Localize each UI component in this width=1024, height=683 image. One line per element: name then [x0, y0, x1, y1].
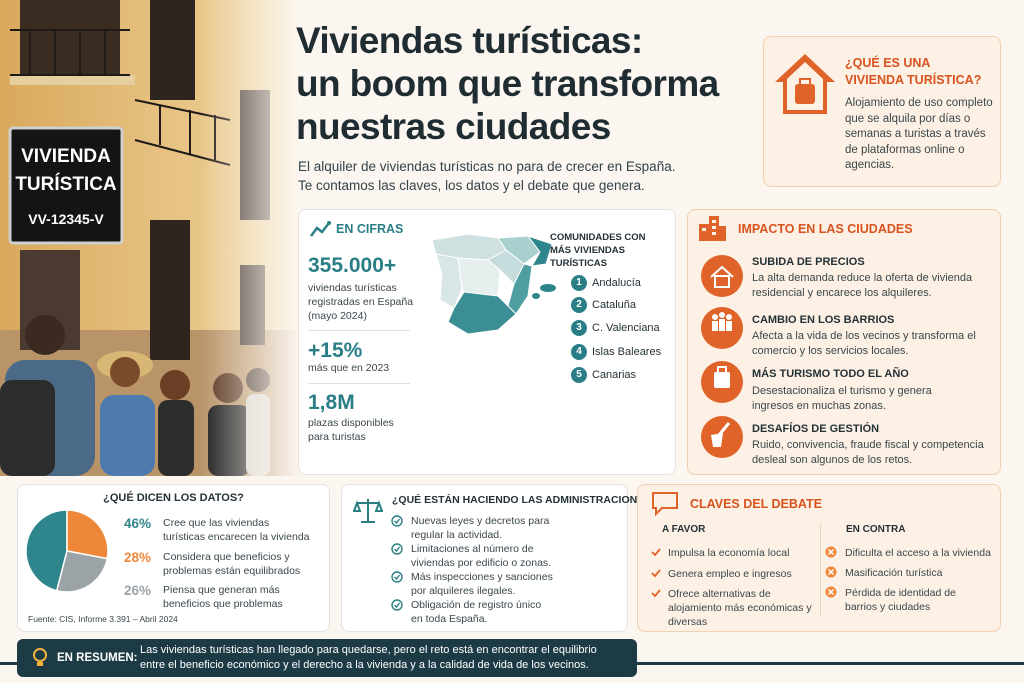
community-name: Andalucía: [592, 277, 641, 289]
pie-slice: [66, 509, 109, 560]
title-line: Viviendas turísticas:: [296, 20, 643, 61]
admin-panel: [341, 484, 628, 632]
stat-text: viviendas turísticas registradas en Espa…: [308, 282, 414, 322]
separator: [308, 383, 410, 384]
rank-badge: 2: [571, 297, 587, 313]
title: Viviendas turísticas: un boom que transf…: [296, 19, 719, 148]
survey-text: Piensa que generan más beneficios que pr…: [163, 584, 283, 610]
stat-text: más que en 2023: [308, 362, 390, 374]
community-name: C. Valenciana: [592, 322, 660, 334]
admin-item: Obligación de registro único en toda Esp…: [411, 599, 542, 625]
sign-code: VV-12345-V: [28, 211, 104, 227]
impact-item-title: CAMBIO EN LOS BARRIOS: [752, 314, 895, 326]
stat-value: 1,8M: [308, 391, 355, 414]
communities-title: COMUNIDADES CON MÁS VIVIENDAS TURÍSTICAS: [550, 232, 646, 269]
admin-title: ¿QUÉ ESTÁN HACIENDO LAS ADMINISTRACIONES…: [392, 494, 658, 506]
con-item: Pérdida de identidad de barrios y ciudad…: [845, 587, 956, 613]
impact-item-text: Ruido, convivencia, fraude fiscal y comp…: [752, 439, 984, 466]
bulb-icon: [33, 648, 47, 666]
survey-title: ¿QUÉ DICEN LOS DATOS?: [103, 492, 244, 504]
pct-label: 46%: [124, 516, 152, 531]
sign-text: TURÍSTICA: [15, 173, 117, 195]
stat-value: 355.000+: [308, 254, 397, 277]
impact-title: IMPACTO EN LAS CIUDADES: [738, 222, 913, 236]
pro-item: Impulsa la economía local: [668, 547, 790, 559]
pro-item: Genera empleo e ingresos: [668, 568, 792, 580]
title-line: un boom que transforma: [296, 63, 719, 104]
con-item: Dificulta el acceso a la vivienda: [845, 547, 991, 559]
con-title: EN CONTRA: [846, 524, 906, 535]
scales-icon: [353, 499, 383, 523]
stat-text: plazas disponibles para turistas: [308, 417, 394, 443]
rank-badge: 3: [571, 320, 587, 336]
impact-glyphs: [710, 265, 734, 447]
divider: [820, 524, 821, 616]
pro-item: Ofrece alternativas de alojamiento más e…: [668, 588, 812, 628]
definition-title-line: ¿QUÉ ES UNA: [845, 56, 931, 70]
house-icon: [775, 54, 835, 114]
summary-bar: [17, 639, 637, 677]
survey-text: Considera que beneficios y problemas est…: [163, 551, 301, 577]
impact-item-title: SUBIDA DE PRECIOS: [752, 256, 865, 268]
spain-map: [431, 233, 556, 335]
pie-slice: [25, 509, 68, 592]
source: Fuente: CIS, Informe 3.391 – Abril 2024: [28, 614, 178, 624]
pro-checks: [651, 548, 661, 598]
pct-label: 26%: [124, 583, 152, 598]
rank-badge: 5: [571, 367, 587, 383]
impact-item-text: Desestacionaliza el turismo y genera ing…: [752, 385, 932, 412]
admin-item: Nuevas leyes y decretos para regular la …: [411, 515, 550, 541]
con-icons: [825, 546, 837, 598]
pie-slice: [55, 550, 109, 593]
stat-value: +15%: [308, 339, 363, 362]
buildings-icon: [699, 216, 726, 241]
title-line: nuestras ciudades: [296, 106, 611, 147]
impact-item-title: MÁS TURISMO TODO EL AÑO: [752, 368, 909, 380]
definition-text: Alojamiento de uso completo que se alqui…: [845, 97, 993, 171]
definition-title-line: VIVIENDA TURÍSTICA?: [845, 73, 982, 87]
subtitle-line: El alquiler de viviendas turísticas no p…: [298, 159, 676, 174]
impact-item-title: DESAFÍOS DE GESTIÓN: [752, 423, 880, 435]
rank-badge: 4: [571, 344, 587, 360]
community-name: Cataluña: [592, 299, 637, 311]
speech-icon: [652, 492, 678, 516]
admin-checks: [391, 515, 403, 611]
subtitle-line: Te contamos las claves, los datos y el d…: [298, 178, 645, 193]
separator: [308, 330, 410, 331]
con-item: Masificación turística: [845, 567, 943, 579]
definition-title: ¿QUÉ ES UNA VIVIENDA TURÍSTICA?: [845, 55, 981, 89]
figures-title: EN CIFRAS: [336, 222, 404, 236]
admin-item: Más inspecciones y sanciones por alquile…: [411, 571, 553, 597]
summary-text: Las viviendas turísticas han llegado par…: [140, 644, 597, 671]
impact-item-text: La alta demanda reduce la oferta de vivi…: [752, 272, 973, 299]
survey-text: Cree que las viviendas turísticas encare…: [163, 517, 310, 543]
rank-badge: 1: [571, 275, 587, 291]
pro-title: A FAVOR: [662, 524, 706, 535]
community-name: Canarias: [592, 369, 637, 381]
admin-item: Limitaciones al número de viviendas por …: [411, 543, 552, 569]
trend-icon: [310, 221, 331, 237]
community-name: Islas Baleares: [592, 346, 662, 358]
pct-label: 28%: [124, 550, 152, 565]
pie-chart: [25, 509, 109, 593]
debate-title: CLAVES DEL DEBATE: [690, 497, 822, 511]
summary-label: EN RESUMEN:: [57, 652, 138, 664]
subtitle: El alquiler de viviendas turísticas no p…: [298, 157, 675, 195]
street-photo: VIVIENDA TURÍSTICA VV-12345-V: [0, 0, 300, 476]
debate-panel: [637, 484, 1001, 632]
sign-text: VIVIENDA: [21, 146, 111, 167]
impact-item-text: Afecta a la vida de los vecinos y transf…: [752, 330, 976, 357]
